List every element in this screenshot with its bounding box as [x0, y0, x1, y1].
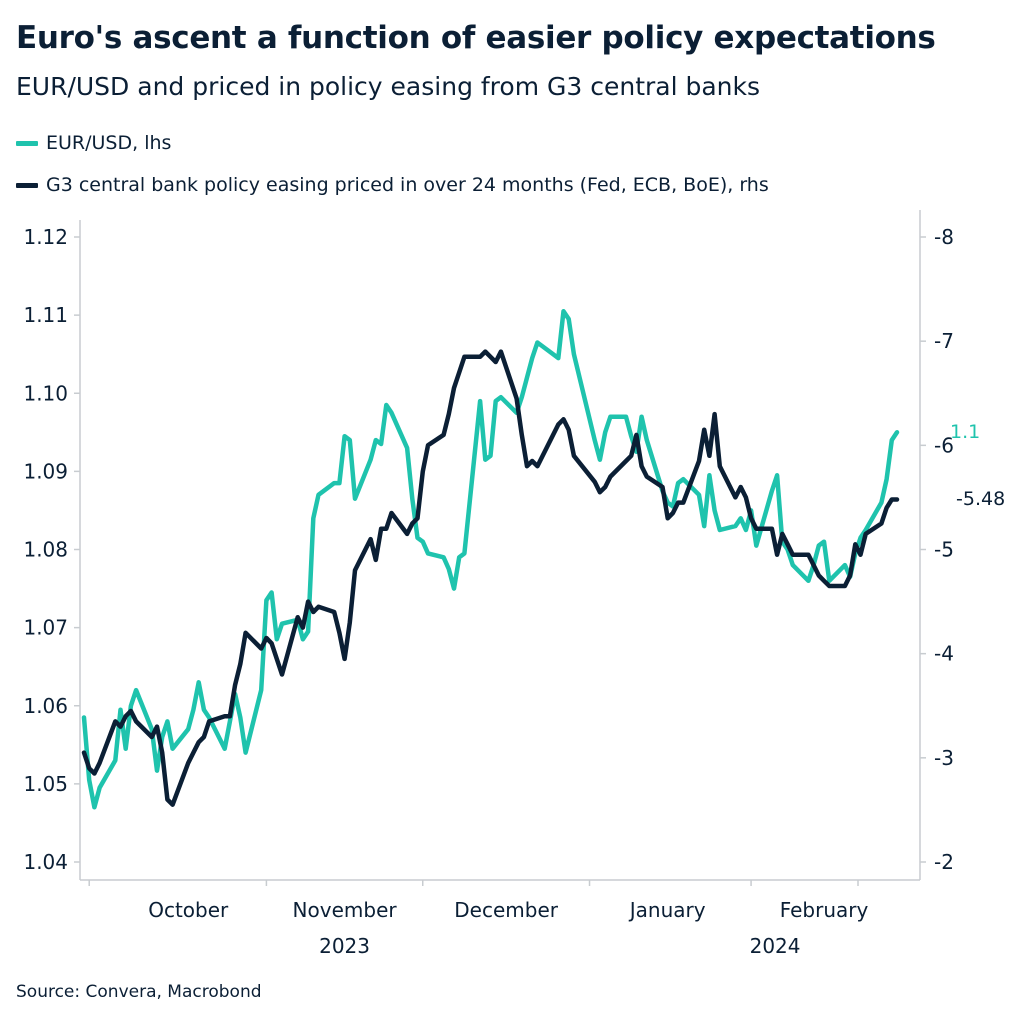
right-tick-label: -3 [934, 746, 954, 770]
legend-swatch-eurusd [16, 140, 38, 146]
right-tick-label: -4 [934, 642, 954, 666]
x-month-label: January [628, 898, 706, 922]
series-line-g3 [81, 349, 900, 807]
right-tick-label: -7 [934, 329, 954, 353]
end-label-g3: -5.48 [956, 488, 1005, 510]
right-tick-label: -2 [934, 850, 954, 874]
source-note: Source: Convera, Macrobond [16, 982, 262, 1002]
series-line-eurusd [81, 308, 900, 810]
left-tick-label: 1.12 [23, 225, 68, 249]
left-tick-label: 1.09 [23, 459, 68, 483]
legend-label-g3: G3 central bank policy easing priced in … [46, 174, 769, 196]
x-year-label: 2023 [319, 934, 370, 958]
chart-title: Euro's ascent a function of easier polic… [16, 20, 936, 56]
chart-axes: 1.04 1.05 1.06 1.07 1.08 1.09 1.10 1.11 1.12 -2 -3… [23, 210, 954, 886]
x-month-label: December [454, 898, 558, 922]
chart-subtitle: EUR/USD and priced in policy easing from… [16, 72, 761, 101]
chart-labels: October November December January February 20… [148, 421, 1005, 958]
x-month-label: October [148, 898, 229, 922]
left-tick-label: 1.05 [23, 772, 68, 796]
legend-label-eurusd: EUR/USD, lhs [46, 132, 172, 154]
x-month-label: November [293, 898, 398, 922]
chart-lines [81, 308, 900, 810]
x-month-label: February [780, 898, 869, 922]
right-tick-label: -6 [934, 433, 954, 457]
legend-swatch-g3 [16, 182, 38, 188]
left-tick-label: 1.07 [23, 616, 68, 640]
end-label-eurusd: 1.1 [950, 421, 980, 443]
left-tick-label: 1.04 [23, 850, 68, 874]
legend-item-eurusd: EUR/USD, lhs [16, 132, 171, 154]
left-tick-label: 1.10 [23, 381, 68, 405]
legend-item-g3: G3 central bank policy easing priced in … [16, 174, 769, 196]
left-tick-label: 1.08 [23, 538, 68, 562]
left-tick-label: 1.06 [23, 694, 68, 718]
right-tick-label: -8 [934, 225, 954, 249]
left-tick-label: 1.11 [23, 303, 68, 327]
x-year-label: 2024 [750, 934, 801, 958]
right-tick-label: -5 [934, 538, 954, 562]
